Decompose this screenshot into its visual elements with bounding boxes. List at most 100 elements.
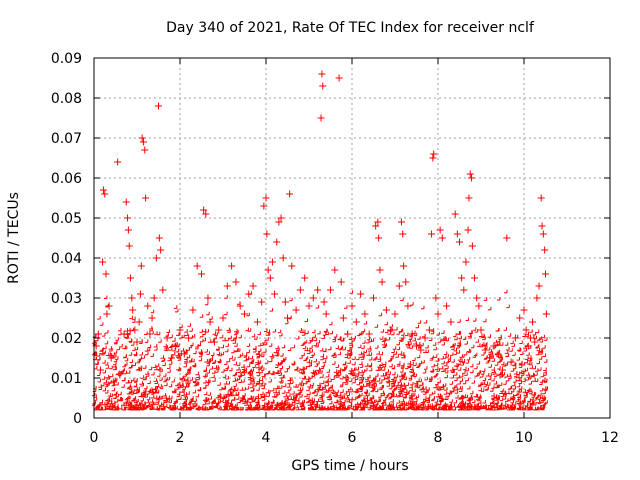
data-point <box>167 354 175 362</box>
data-point <box>152 254 160 262</box>
y-tick-label: 0 <box>73 411 82 427</box>
data-point <box>163 334 171 342</box>
data-point <box>96 366 104 374</box>
data-point <box>292 306 300 314</box>
data-point <box>372 222 380 230</box>
data-point <box>507 358 515 366</box>
data-point <box>193 262 201 270</box>
axis-ticks: 0 2 4 6 8 10 12 0 0.01 0.02 0.03 0.04 0.05 0.06 0.07 0.… <box>51 51 619 446</box>
data-point <box>128 294 136 302</box>
data-point <box>131 326 139 334</box>
data-point <box>481 346 489 354</box>
data-point <box>417 346 425 354</box>
data-point <box>157 246 165 254</box>
data-point <box>520 306 528 314</box>
data-point <box>339 314 347 322</box>
data-point <box>421 334 429 342</box>
data-point <box>370 294 377 302</box>
data-point <box>533 294 541 302</box>
x-tick-label: 8 <box>434 430 443 446</box>
data-point <box>215 326 223 334</box>
data-point <box>275 218 283 226</box>
data-point <box>137 262 145 270</box>
data-point <box>464 226 472 234</box>
data-point <box>264 266 272 274</box>
y-tick-label: 0.03 <box>51 291 82 307</box>
data-point <box>114 158 122 166</box>
data-point <box>223 282 231 290</box>
data-point <box>511 334 519 342</box>
data-point <box>107 354 115 362</box>
data-point <box>391 310 399 318</box>
data-point <box>453 230 461 238</box>
data-point <box>268 258 276 266</box>
data-point <box>408 330 416 338</box>
data-point <box>262 194 270 202</box>
data-point <box>305 302 313 310</box>
data-point <box>260 202 268 210</box>
data-point <box>537 194 545 202</box>
data-point <box>430 150 438 158</box>
data-point <box>318 70 326 78</box>
data-point <box>352 318 360 326</box>
data-point <box>468 174 476 182</box>
data-point <box>499 366 506 374</box>
data-point <box>204 294 212 302</box>
data-point <box>155 234 163 242</box>
data-point <box>124 214 132 222</box>
data-point <box>395 282 403 290</box>
data-point <box>241 310 248 318</box>
y-tick-label: 0.08 <box>51 91 82 107</box>
data-point <box>428 230 436 238</box>
data-point <box>148 314 156 322</box>
data-point <box>542 310 550 318</box>
data-point <box>102 270 110 278</box>
data-point <box>210 338 218 346</box>
data-point <box>402 278 410 286</box>
data-point <box>135 318 143 326</box>
data-point <box>124 226 132 234</box>
x-tick-label: 4 <box>262 430 271 446</box>
data-point <box>109 378 117 386</box>
data-point <box>288 262 296 270</box>
data-point <box>466 170 474 178</box>
chart-title: Day 340 of 2021, Rate Of TEC Index for r… <box>166 20 535 36</box>
data-point <box>436 226 444 234</box>
data-point <box>516 314 524 322</box>
data-point <box>144 302 152 310</box>
y-tick-label: 0.01 <box>51 371 82 387</box>
data-point <box>159 286 167 294</box>
data-point <box>99 258 107 266</box>
data-point <box>434 310 442 318</box>
data-point <box>429 154 437 162</box>
data-point <box>103 310 111 318</box>
data-point <box>335 74 343 82</box>
data-point <box>490 342 498 350</box>
data-point <box>198 270 205 278</box>
data-point <box>142 194 150 202</box>
data-point <box>296 286 304 294</box>
data-point <box>468 242 476 250</box>
data-point <box>266 274 274 282</box>
data-point <box>503 234 511 242</box>
y-tick-label: 0.05 <box>51 211 82 227</box>
data-point <box>542 270 549 278</box>
data-point <box>404 302 412 310</box>
data-point <box>155 102 162 110</box>
data-point <box>331 266 339 274</box>
data-point <box>136 290 144 298</box>
data-point <box>473 294 481 302</box>
data-point <box>219 314 227 322</box>
data-point <box>129 306 137 314</box>
data-point <box>344 330 352 338</box>
data-point <box>535 282 543 290</box>
data-point <box>317 114 325 122</box>
data-point <box>357 290 365 298</box>
data-point <box>460 286 468 294</box>
data-point <box>180 350 188 358</box>
data-point <box>301 274 309 282</box>
data-point <box>258 298 266 306</box>
x-tick-label: 2 <box>176 430 185 446</box>
x-axis-label: GPS time / hours <box>291 458 408 474</box>
